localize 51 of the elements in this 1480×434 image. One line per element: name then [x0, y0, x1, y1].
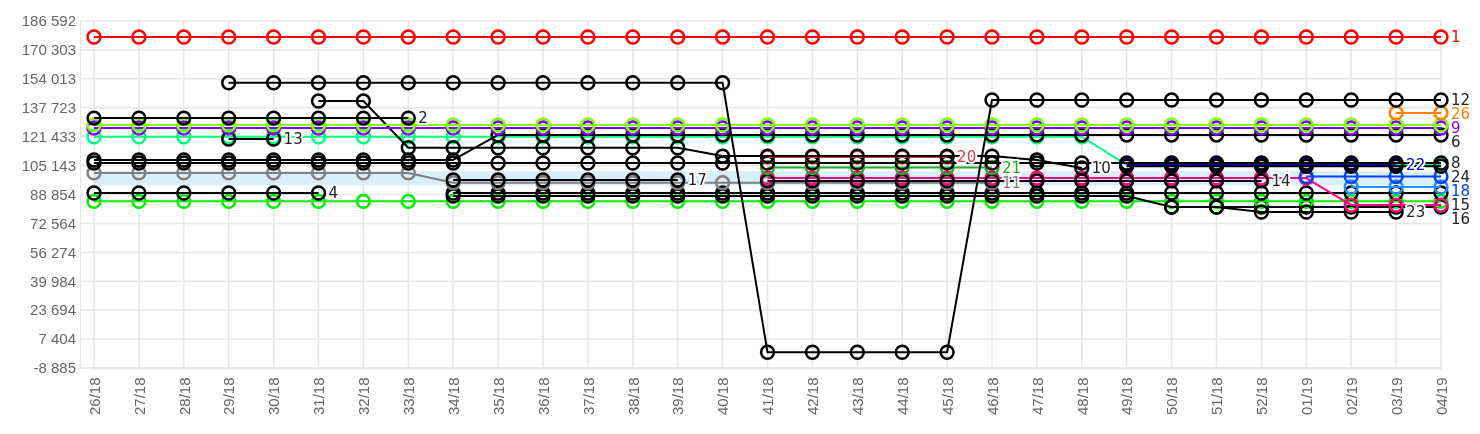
- y-tick-label: 170 303: [21, 41, 76, 59]
- x-tick-label: 45/18: [938, 377, 956, 416]
- y-tick-label: 56 274: [30, 243, 76, 261]
- series-label: 4: [328, 184, 339, 203]
- x-tick-label: 27/18: [130, 377, 148, 416]
- x-tick-label: 34/18: [444, 377, 462, 416]
- series-label: 23: [1406, 203, 1426, 222]
- series-label: 22: [1406, 156, 1426, 175]
- y-tick-label: 137 723: [21, 99, 76, 117]
- x-tick-label: 50/18: [1163, 377, 1181, 416]
- x-tick-label: 29/18: [220, 377, 238, 416]
- x-tick-label: 30/18: [265, 377, 283, 416]
- x-tick-label: 47/18: [1028, 377, 1046, 416]
- x-tick-label: 04/19: [1432, 377, 1450, 416]
- y-tick-label: 39 984: [30, 272, 76, 290]
- x-tick-label: 31/18: [310, 377, 328, 416]
- x-tick-label: 35/18: [489, 377, 507, 416]
- x-tick-label: 51/18: [1208, 377, 1226, 416]
- x-tick-label: 37/18: [579, 377, 597, 416]
- y-tick-label: -8 885: [33, 359, 76, 377]
- y-tick-label: 154 013: [21, 70, 76, 88]
- y-tick-label: 105 143: [21, 156, 76, 174]
- y-tick-label: 186 592: [21, 12, 76, 30]
- x-tick-label: 33/18: [400, 377, 418, 416]
- series-label: 1: [1451, 28, 1461, 47]
- y-tick-label: 72 564: [30, 214, 76, 232]
- x-tick-label: 41/18: [759, 377, 777, 416]
- x-tick-label: 40/18: [714, 377, 732, 416]
- x-tick-label: 52/18: [1253, 377, 1271, 416]
- x-tick-label: 42/18: [804, 377, 822, 416]
- y-tick-label: 23 694: [30, 301, 76, 319]
- x-tick-label: 28/18: [175, 377, 193, 416]
- x-tick-label: 39/18: [669, 377, 687, 416]
- x-tick-label: 48/18: [1073, 377, 1091, 416]
- x-tick-label: 44/18: [893, 377, 911, 416]
- series-label: 2: [418, 109, 428, 128]
- series-label: 10: [1091, 159, 1111, 178]
- x-tick-label: 46/18: [983, 377, 1001, 416]
- x-tick-label: 32/18: [355, 377, 373, 416]
- x-tick-label: 26/18: [85, 377, 103, 416]
- x-tick-label: 01/19: [1298, 377, 1316, 416]
- y-tick-label: 121 433: [21, 127, 76, 145]
- x-tick-label: 02/19: [1342, 377, 1360, 416]
- x-tick-label: 49/18: [1118, 377, 1136, 416]
- x-tick-label: 03/19: [1387, 377, 1405, 416]
- x-tick-label: 38/18: [624, 377, 642, 416]
- y-tick-label: 7 404: [38, 330, 76, 348]
- x-tick-label: 43/18: [849, 377, 867, 416]
- series-label: 21: [1002, 158, 1022, 177]
- x-tick-label: 36/18: [534, 377, 552, 416]
- y-tick-label: 88 854: [30, 185, 76, 203]
